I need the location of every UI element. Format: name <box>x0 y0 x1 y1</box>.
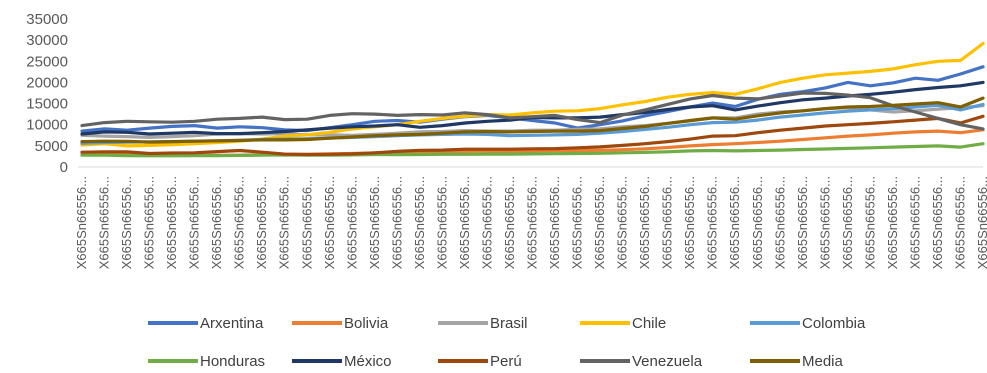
x-tick-label: X665Sn6655​6... <box>502 176 517 269</box>
x-tick-label: X665Sn6655​6... <box>74 176 89 269</box>
x-tick-label: X665Sn6655​6... <box>254 176 269 269</box>
legend-label: Perú <box>490 353 522 370</box>
x-tick-label: X665Sn6655​6... <box>97 176 112 269</box>
x-tick-label: X665Sn6655​6... <box>817 176 832 269</box>
legend-label: Arxentina <box>200 315 264 332</box>
x-tick-label: X665Sn6655​6... <box>187 176 202 269</box>
legend-item-media: Media <box>750 353 844 370</box>
legend-label: Bolivia <box>344 315 389 332</box>
x-tick-label: X665Sn6655​6... <box>119 176 134 269</box>
y-tick-label: 20000 <box>26 74 68 91</box>
legend-item-bolivia: Bolivia <box>292 315 389 332</box>
x-tick-label: X665Sn6655​6... <box>164 176 179 269</box>
y-axis: 0 5000 10000 15000 20000 25000 30000 35000 <box>26 11 68 176</box>
x-tick-label: X665Sn6655​6... <box>457 176 472 269</box>
legend-item-colombia: Colombia <box>750 315 866 332</box>
legend-label: Colombia <box>802 315 866 332</box>
x-tick-label: X665Sn6655​6... <box>660 176 675 269</box>
x-tick-label: X665Sn6655​6... <box>795 176 810 269</box>
x-tick-label: X665Sn6655​6... <box>299 176 314 269</box>
x-tick-label: X665Sn6655​6... <box>750 176 765 269</box>
series-line-peru <box>80 114 985 157</box>
legend-item-peru: Perú <box>438 353 522 370</box>
x-tick-label: X665Sn6655​6... <box>412 176 427 269</box>
series-line-honduras <box>80 142 985 158</box>
x-tick-label: X665Sn6655​6... <box>772 176 787 269</box>
plot-lines <box>80 41 985 158</box>
y-tick-label: 30000 <box>26 32 68 49</box>
x-tick-label: X665Sn6655​6... <box>479 176 494 269</box>
x-tick-label: X665Sn6655​6... <box>389 176 404 269</box>
y-tick-label: 0 <box>60 159 68 176</box>
y-tick-label: 35000 <box>26 11 68 28</box>
y-tick-label: 5000 <box>35 138 68 155</box>
x-tick-label: X665Sn6655​6... <box>975 176 987 269</box>
y-tick-label: 10000 <box>26 117 68 134</box>
x-tick-label: X665Sn6655​6... <box>209 176 224 269</box>
x-tick-label: X665Sn6655​6... <box>592 176 607 269</box>
x-tick-label: X665Sn6655​6... <box>952 176 967 269</box>
legend-item-chile: Chile <box>580 315 666 332</box>
x-tick-label: X665Sn6655​6... <box>525 176 540 269</box>
legend-label: Brasil <box>490 315 528 332</box>
x-tick-label: X665Sn6655​6... <box>277 176 292 269</box>
x-tick-label: X665Sn6655​6... <box>930 176 945 269</box>
y-tick-label: 15000 <box>26 96 68 113</box>
legend-label: México <box>344 353 392 370</box>
x-tick-label: X665Sn6655​6... <box>907 176 922 269</box>
y-tick-label: 25000 <box>26 53 68 70</box>
x-tick-label: X665Sn6655​6... <box>344 176 359 269</box>
x-tick-label: X665Sn6655​6... <box>142 176 157 269</box>
series-line-media <box>80 96 985 144</box>
legend: Arxentina Bolivia Brasil Chile Colombia Hondu… <box>148 315 866 370</box>
legend-item-mexico: México <box>292 353 392 370</box>
legend-item-honduras: Honduras <box>148 353 265 370</box>
x-tick-label: X665Sn6655​6... <box>862 176 877 269</box>
x-tick-label: X665Sn6655​6... <box>570 176 585 269</box>
legend-item-arxentina: Arxentina <box>148 315 264 332</box>
legend-item-brasil: Brasil <box>438 315 528 332</box>
x-tick-label: X665Sn6655​6... <box>682 176 697 269</box>
x-tick-label: X665Sn6655​6... <box>705 176 720 269</box>
legend-label: Media <box>802 353 844 370</box>
x-tick-label: X665Sn6655​6... <box>547 176 562 269</box>
series-line-venezuela <box>80 91 985 131</box>
x-tick-label: X665Sn6655​6... <box>615 176 630 269</box>
x-tick-label: X665Sn6655​6... <box>885 176 900 269</box>
legend-label: Honduras <box>200 353 265 370</box>
x-tick-label: X665Sn6655​6... <box>367 176 382 269</box>
x-tick-label: X665Sn6655​6... <box>637 176 652 269</box>
x-axis: X665Sn6655​6... X665Sn6655​6... X665Sn6655… <box>74 176 987 269</box>
x-tick-label: X665Sn6655​6... <box>434 176 449 269</box>
legend-label: Venezuela <box>632 353 703 370</box>
legend-item-venezuela: Venezuela <box>580 353 703 370</box>
x-tick-label: X665Sn6655​6... <box>232 176 247 269</box>
x-tick-label: X665Sn6655​6... <box>727 176 742 269</box>
legend-label: Chile <box>632 315 666 332</box>
x-tick-label: X665Sn6655​6... <box>322 176 337 269</box>
series-line-arxentina <box>80 65 985 133</box>
x-tick-label: X665Sn6655​6... <box>840 176 855 269</box>
